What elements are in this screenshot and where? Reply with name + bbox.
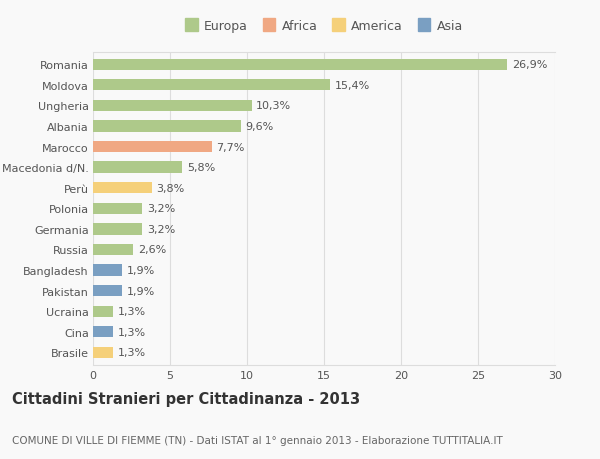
Text: 10,3%: 10,3% [256, 101, 292, 111]
Bar [93, 60, 507, 71]
Text: 2,6%: 2,6% [137, 245, 166, 255]
Bar [93, 224, 142, 235]
Bar [93, 121, 241, 132]
Text: 15,4%: 15,4% [335, 81, 370, 90]
Text: 1,3%: 1,3% [118, 327, 146, 337]
Text: 9,6%: 9,6% [245, 122, 274, 132]
Bar [93, 141, 212, 153]
Bar [93, 80, 330, 91]
Bar [93, 244, 133, 256]
Bar [93, 203, 142, 214]
Text: 5,8%: 5,8% [187, 163, 215, 173]
Text: 3,2%: 3,2% [147, 204, 175, 214]
Text: COMUNE DI VILLE DI FIEMME (TN) - Dati ISTAT al 1° gennaio 2013 - Elaborazione TU: COMUNE DI VILLE DI FIEMME (TN) - Dati IS… [12, 435, 503, 445]
Text: 7,7%: 7,7% [216, 142, 245, 152]
Legend: Europa, Africa, America, Asia: Europa, Africa, America, Asia [180, 15, 468, 38]
Text: 3,2%: 3,2% [147, 224, 175, 235]
Text: 1,9%: 1,9% [127, 265, 155, 275]
Bar [93, 347, 113, 358]
Text: 1,9%: 1,9% [127, 286, 155, 296]
Bar [93, 101, 251, 112]
Bar [93, 162, 182, 174]
Bar [93, 306, 113, 317]
Text: 3,8%: 3,8% [156, 183, 184, 193]
Bar [93, 183, 152, 194]
Bar [93, 285, 122, 297]
Bar [93, 326, 113, 338]
Text: 1,3%: 1,3% [118, 347, 146, 358]
Text: 26,9%: 26,9% [512, 60, 547, 70]
Text: Cittadini Stranieri per Cittadinanza - 2013: Cittadini Stranieri per Cittadinanza - 2… [12, 391, 360, 406]
Text: 1,3%: 1,3% [118, 307, 146, 317]
Bar [93, 265, 122, 276]
